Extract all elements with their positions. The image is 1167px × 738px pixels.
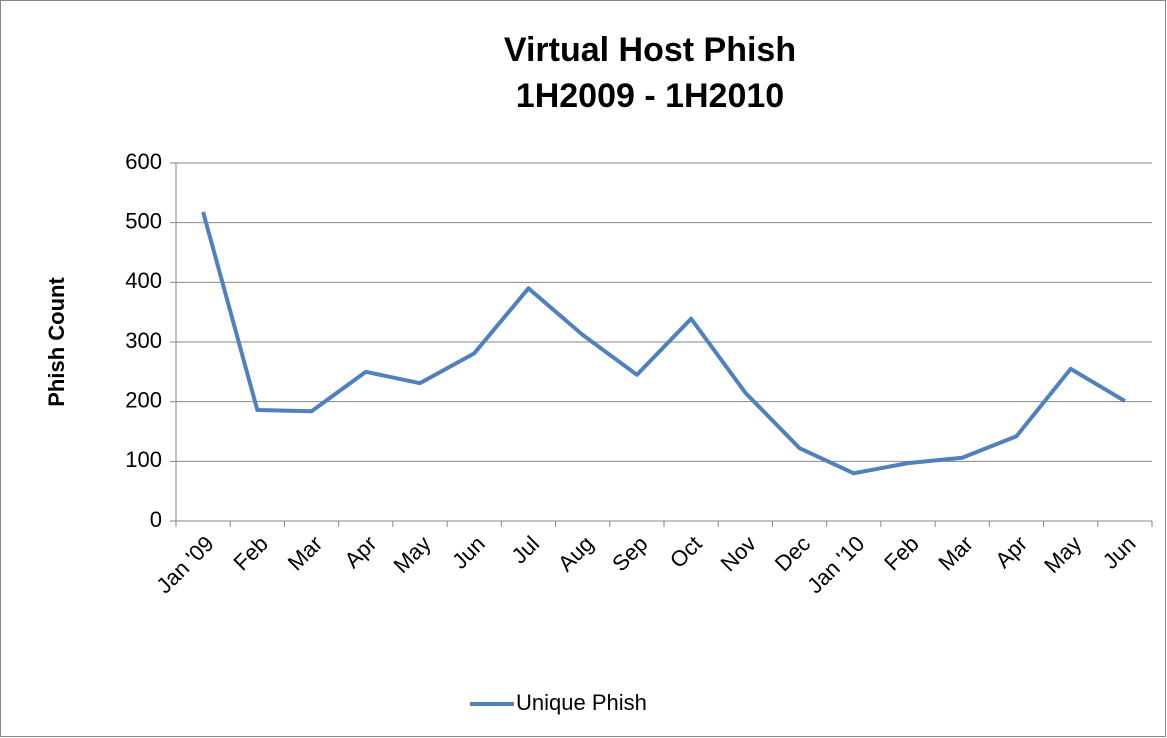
y-tick-label: 500 [125, 208, 162, 233]
y-tick-label: 100 [125, 447, 162, 472]
y-tick-label: 0 [150, 507, 162, 532]
y-tick-label: 300 [125, 328, 162, 353]
chart-title: 1H2009 - 1H2010 [516, 77, 784, 115]
y-tick-label: 600 [125, 149, 162, 174]
data-line [201, 211, 1126, 476]
y-axis-title: Phish Count [44, 277, 69, 407]
y-tick-label: 200 [125, 387, 162, 412]
chart-title: Virtual Host Phish [504, 31, 796, 69]
y-tick-label: 400 [125, 268, 162, 293]
legend-label: Unique Phish [516, 690, 647, 715]
